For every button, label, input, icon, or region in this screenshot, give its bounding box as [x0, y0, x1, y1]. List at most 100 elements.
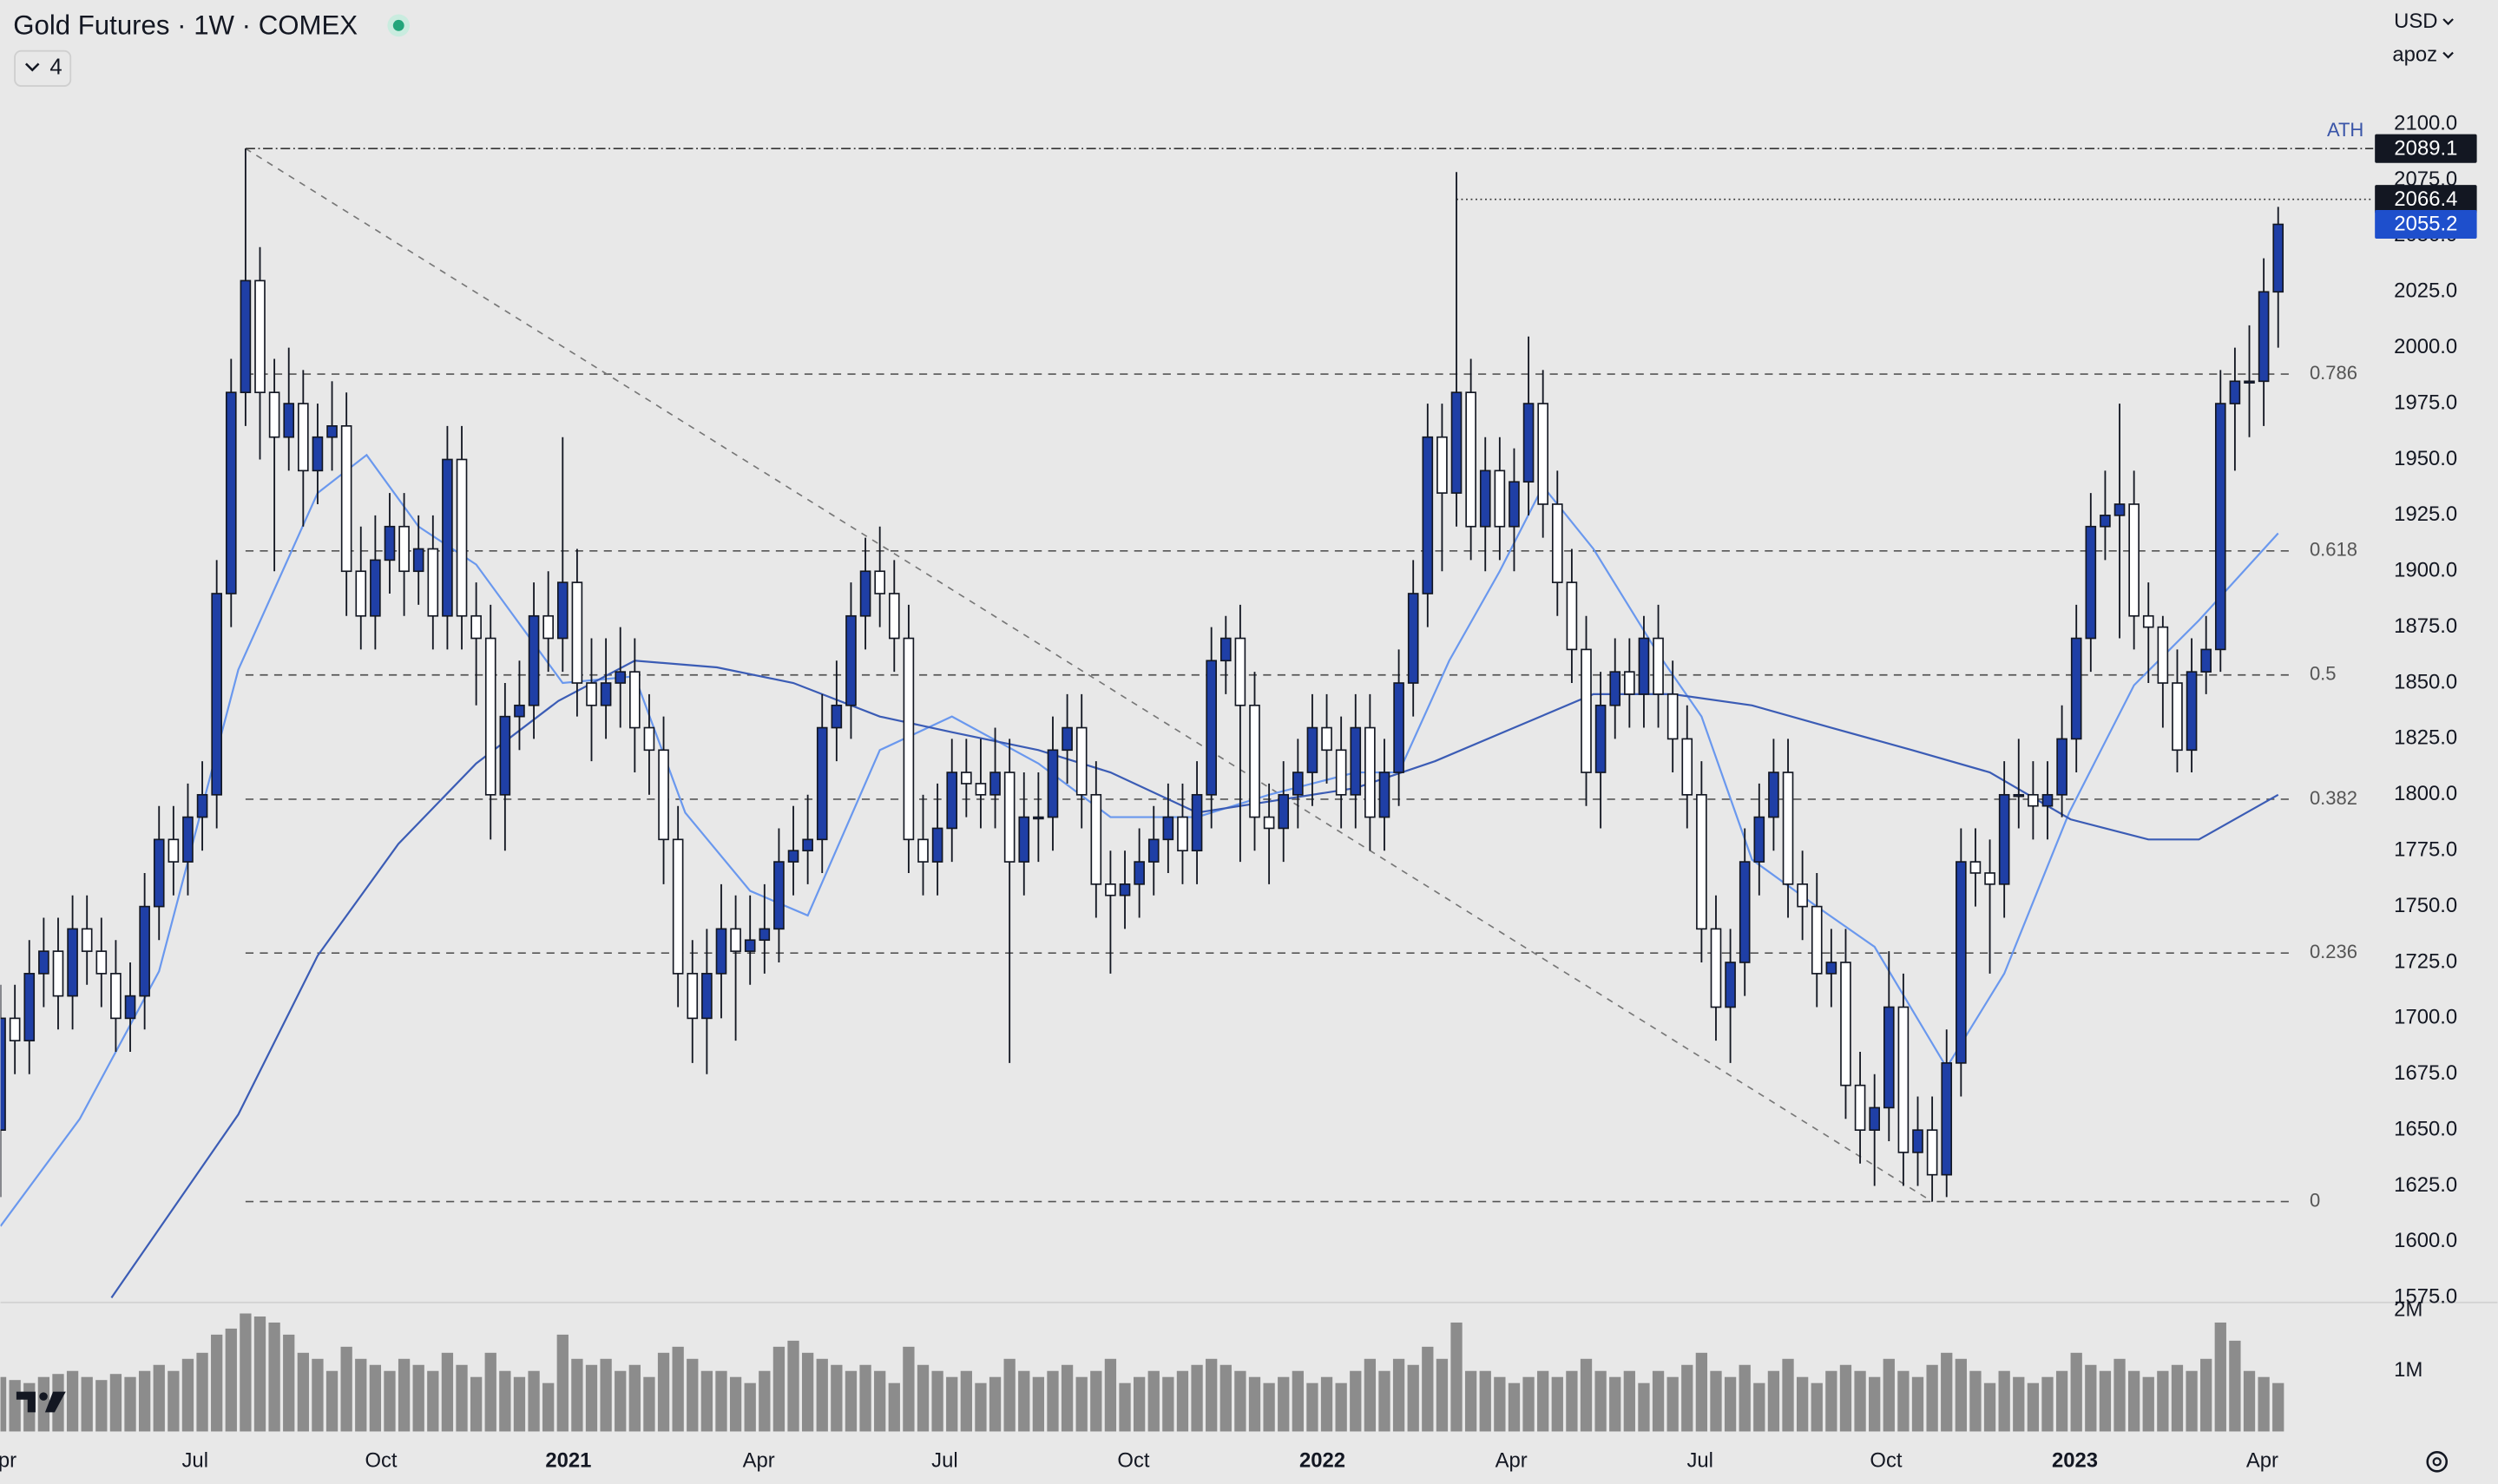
volume-bar — [412, 1364, 424, 1432]
volume-bar — [1350, 1370, 1362, 1432]
indicators-toggle[interactable] — [14, 49, 72, 87]
candle-body — [1075, 726, 1088, 796]
volume-bar — [1278, 1376, 1290, 1432]
candle-body — [1219, 637, 1232, 662]
ath-label: ATH — [2327, 119, 2363, 141]
candle-body — [1494, 469, 1506, 528]
volume-bar — [1508, 1382, 1521, 1432]
candle-body — [427, 548, 439, 617]
volume-bar — [1566, 1370, 1578, 1432]
candle-body — [600, 682, 612, 706]
volume-bar — [1638, 1382, 1650, 1432]
volume-bar — [801, 1352, 814, 1432]
candle-body — [1566, 581, 1578, 651]
fib-ratio-label: 0.618 — [2310, 539, 2357, 561]
volume-bar — [528, 1370, 540, 1432]
volume-bar — [657, 1352, 670, 1432]
symbol-title: Gold Futures · 1W · COMEX — [13, 10, 358, 40]
candle-body — [773, 861, 785, 930]
candle-body — [268, 391, 280, 438]
x-tick-label: Apr — [1496, 1449, 1528, 1473]
candle-body — [153, 838, 165, 908]
volume-bar — [225, 1328, 237, 1432]
candle-body — [571, 581, 583, 684]
volume-bar — [1926, 1364, 1938, 1432]
candle-body — [1537, 403, 1548, 505]
volume-bar — [499, 1370, 511, 1432]
candle-body — [802, 838, 813, 852]
volume-bar — [1234, 1370, 1246, 1432]
candle-body — [1998, 793, 2010, 885]
volume-bar — [369, 1364, 382, 1432]
volume-bar — [1897, 1370, 1910, 1432]
y-tick-label: 1850.0 — [2394, 670, 2457, 693]
candle-body — [831, 704, 843, 729]
candle-body — [499, 715, 511, 796]
volume-bar — [124, 1376, 136, 1432]
candle-body — [23, 973, 36, 1041]
volume-bar — [1133, 1376, 1146, 1432]
x-tick-label: Jul — [182, 1449, 208, 1473]
volume-bar — [600, 1358, 612, 1432]
candle-body — [1292, 772, 1304, 796]
candle-body — [1984, 872, 1995, 885]
trendline — [245, 148, 1933, 1203]
volume-bar — [759, 1370, 771, 1432]
volume-bar — [1796, 1376, 1809, 1432]
y-tick-label: 1925.0 — [2394, 502, 2457, 526]
axis-menu[interactable]: apoz — [2392, 43, 2437, 67]
candle-body — [744, 939, 756, 952]
candle-body — [110, 973, 122, 1020]
volume-bar — [196, 1352, 208, 1432]
candle-body — [615, 671, 627, 684]
candle-body — [1479, 469, 1491, 528]
volume-bar — [441, 1352, 454, 1432]
volume-bar — [312, 1358, 324, 1432]
volume-bar — [1003, 1358, 1016, 1432]
y-tick-label: 1775.0 — [2394, 837, 2457, 861]
ath-price-box — [2375, 134, 2477, 163]
volume-bar — [1594, 1370, 1607, 1432]
volume-bar — [729, 1376, 742, 1432]
y-tick-label: 1975.0 — [2394, 391, 2457, 414]
candle-body — [1666, 693, 1679, 740]
volume-bar — [1436, 1358, 1449, 1432]
chevron — [24, 62, 40, 72]
candle-body — [1581, 648, 1592, 773]
candle-body — [961, 772, 972, 785]
candle-body — [1278, 793, 1290, 830]
candle-body — [1594, 704, 1607, 773]
candle-body — [556, 581, 569, 640]
volume-bar — [2055, 1370, 2068, 1432]
volume-bar — [109, 1374, 122, 1432]
candle-body — [2100, 515, 2111, 528]
volume-bar — [297, 1352, 309, 1432]
volume-bar — [643, 1376, 655, 1432]
y-tick-label: 1725.0 — [2394, 949, 2457, 973]
candle-body — [701, 973, 713, 1020]
volume-bar — [571, 1358, 583, 1432]
volume-bar — [2099, 1370, 2112, 1432]
candle-body — [1249, 704, 1260, 818]
candle-body — [917, 838, 929, 863]
volume-bar — [211, 1334, 223, 1432]
candle-body — [470, 614, 482, 640]
candle-body — [1811, 905, 1823, 975]
volume-bar — [427, 1370, 439, 1432]
volume-bar — [556, 1334, 569, 1432]
volume-bar — [1018, 1370, 1030, 1432]
volume-bar — [2027, 1382, 2040, 1432]
candle-body — [2128, 503, 2140, 617]
currency[interactable]: USD — [2394, 10, 2437, 33]
candle-body — [168, 838, 180, 863]
volume-bar — [1883, 1358, 1895, 1432]
candle-body — [845, 614, 857, 706]
y-tick-label: 1675.0 — [2394, 1061, 2457, 1085]
settings-icon[interactable] — [2426, 1451, 2449, 1473]
volume-bar — [1494, 1376, 1506, 1432]
volume-bar — [470, 1376, 483, 1432]
candle-body — [2070, 637, 2082, 740]
x-tick-label: Apr — [743, 1449, 775, 1473]
candle-body — [1969, 861, 1982, 874]
x-tick-label: Apr — [0, 1449, 16, 1473]
